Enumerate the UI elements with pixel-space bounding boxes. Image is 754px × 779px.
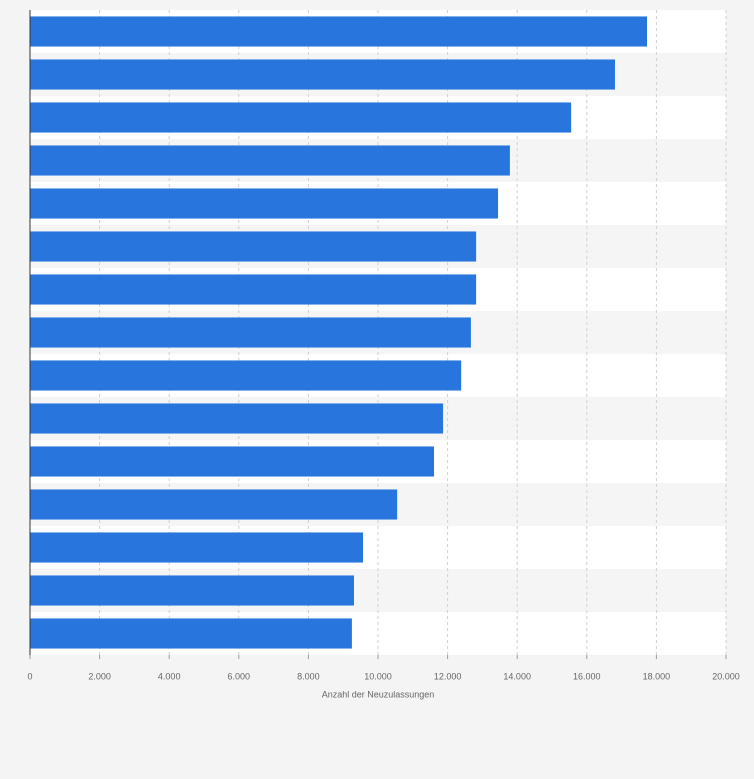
x-tick-label: 14.000	[503, 671, 531, 681]
x-tick-label: 10.000	[364, 671, 392, 681]
x-tick-label: 4.000	[158, 671, 181, 681]
bar	[30, 231, 477, 262]
bar	[30, 532, 364, 563]
x-tick-label: 2.000	[88, 671, 111, 681]
x-tick-label: 6.000	[228, 671, 251, 681]
x-tick-label: 12.000	[434, 671, 462, 681]
bar	[30, 403, 444, 434]
bar	[30, 618, 352, 649]
x-tick-label: 8.000	[297, 671, 320, 681]
bar	[30, 274, 477, 305]
bar	[30, 16, 648, 47]
x-tick-label: 0	[27, 671, 32, 681]
bar	[30, 360, 462, 391]
bar	[30, 102, 572, 133]
bar	[30, 188, 499, 219]
bar	[30, 317, 471, 348]
bar	[30, 489, 398, 520]
x-tick-label: 20.000	[712, 671, 740, 681]
x-tick-label: 16.000	[573, 671, 601, 681]
bar	[30, 446, 435, 477]
x-tick-label: 18.000	[643, 671, 671, 681]
x-axis-title: Anzahl der Neuzulassungen	[322, 689, 435, 699]
bar	[30, 575, 354, 606]
bar	[30, 59, 615, 90]
bar	[30, 145, 510, 176]
